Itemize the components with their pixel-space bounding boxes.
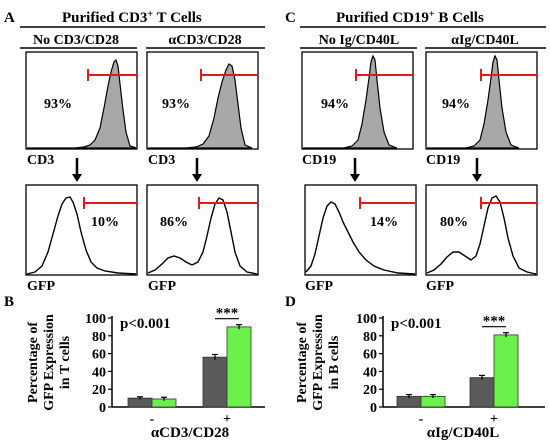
x-tick-label: -: [150, 412, 155, 427]
y-tick-label: 60: [363, 348, 377, 363]
y-axis-label: in T cells: [58, 335, 73, 389]
x-axis-label: αIg/CD40L: [427, 425, 500, 441]
histogram-a-gfp-stimulated: 86%: [146, 184, 259, 276]
x-axis-label-cd19: CD19: [426, 153, 460, 168]
y-tick-label: 40: [92, 365, 106, 380]
y-tick-label: 40: [363, 365, 377, 380]
gate-marker: [355, 69, 413, 81]
x-axis-label: αCD3/CD28: [151, 425, 229, 441]
x-axis-label-cd3: CD3: [148, 153, 175, 168]
y-axis-label: in B cells: [327, 335, 342, 389]
x-axis-label-gfp: GFP: [305, 279, 333, 294]
histogram-c-gfp-unstimulated: 14%: [304, 184, 417, 276]
x-tick-label: +: [223, 412, 231, 427]
plot-frame: [425, 51, 538, 150]
filled-histogram: [148, 63, 253, 149]
significance-stars: ***: [483, 314, 506, 330]
percent-label: 93%: [44, 97, 72, 112]
y-tick-label: 100: [85, 312, 106, 327]
arrow-down-icon: [472, 158, 482, 182]
y-tick-label: 0: [99, 401, 106, 416]
gate-marker: [359, 197, 416, 209]
y-axis-label: GFP Expression: [311, 314, 326, 411]
histogram-a-cd3-stimulated: 93%: [146, 51, 259, 150]
plot-frame: [425, 184, 538, 276]
y-axis-label: Percentage of: [26, 322, 41, 403]
x-tick-label: +: [490, 412, 498, 427]
gate-marker: [480, 197, 537, 209]
y-tick-label: 20: [92, 383, 106, 398]
y-tick-label: 100: [356, 312, 377, 327]
x-axis-label-gfp: GFP: [426, 279, 454, 294]
bar: [202, 356, 228, 408]
histogram-a-cd3-unstimulated: 93%: [25, 51, 138, 150]
x-axis-label-cd19: CD19: [302, 153, 336, 168]
gate-marker: [83, 197, 137, 209]
gate-marker: [198, 197, 258, 209]
y-tick-label: 80: [92, 330, 106, 345]
plot-frame: [301, 51, 414, 150]
filled-histogram: [303, 54, 398, 149]
arrow-down-icon: [350, 158, 360, 182]
p-value-annotation: p<0.001: [120, 316, 171, 332]
plot-frame: [25, 51, 138, 150]
percent-label: 94%: [442, 97, 470, 112]
histogram-line: [147, 197, 258, 275]
bar-chart-b: Percentage of GFP Expression in T cells 0 20…: [26, 306, 265, 441]
percent-label: 14%: [370, 215, 398, 230]
percent-label: 10%: [91, 215, 119, 230]
histogram-line: [426, 195, 537, 275]
panel-a-condition-2: αCD3/CD28: [168, 33, 241, 48]
x-axis-label-cd3: CD3: [27, 153, 54, 168]
panel-letter-d: D: [285, 294, 296, 310]
percent-label: 93%: [162, 97, 190, 112]
panel-c-condition-1: No Ig/CD40L: [319, 33, 400, 48]
plot-frame: [25, 184, 138, 276]
y-axis-label: GFP Expression: [42, 314, 57, 411]
percent-label: 94%: [321, 97, 349, 112]
x-axis-label-gfp: GFP: [148, 279, 176, 294]
histogram-line: [305, 201, 416, 275]
histogram-c-cd19-stimulated: 94%: [425, 51, 538, 150]
panel-a-condition-1: No CD3/CD28: [33, 33, 119, 48]
x-tick-label: -: [419, 412, 424, 427]
plot-frame: [146, 51, 259, 150]
bar: [493, 334, 519, 408]
bar-chart-d: Percentage of GFP Expression in B cells 0 20…: [295, 312, 545, 441]
x-axis-label-gfp: GFP: [27, 279, 55, 294]
gate-marker: [480, 69, 537, 81]
percent-label: 80%: [440, 215, 468, 230]
percent-label: 86%: [160, 215, 188, 230]
y-tick-label: 60: [92, 348, 106, 363]
y-tick-label: 80: [363, 330, 377, 345]
panel-c-condition-2: αIg/CD40L: [451, 33, 519, 48]
histogram-a-gfp-unstimulated: 10%: [25, 184, 138, 276]
y-axis-label: Percentage of: [295, 322, 310, 403]
gate-marker: [200, 69, 258, 81]
panel-letter-c: C: [285, 10, 296, 26]
histogram-line: [26, 196, 137, 275]
histogram-c-gfp-stimulated: 80%: [425, 184, 538, 276]
bar: [226, 326, 252, 408]
filled-histogram: [27, 58, 137, 149]
y-tick-label: 20: [363, 383, 377, 398]
significance-stars: ***: [216, 306, 239, 322]
panel-c-title: Purified CD19+ B Cells: [336, 9, 484, 27]
arrow-down-icon: [192, 158, 202, 182]
plot-frame: [146, 184, 259, 276]
arrow-down-icon: [72, 158, 82, 182]
panel-letter-b: B: [4, 294, 14, 310]
y-tick-label: 0: [370, 401, 377, 416]
bar: [469, 377, 495, 408]
filled-histogram: [427, 54, 520, 149]
panel-letter-a: A: [4, 10, 15, 26]
panel-a-title: Purified CD3+ T Cells: [62, 9, 202, 27]
plot-frame: [304, 184, 417, 276]
gate-marker: [87, 69, 137, 81]
p-value-annotation: p<0.001: [391, 316, 442, 332]
histogram-c-cd19-unstimulated: 94%: [301, 51, 414, 150]
